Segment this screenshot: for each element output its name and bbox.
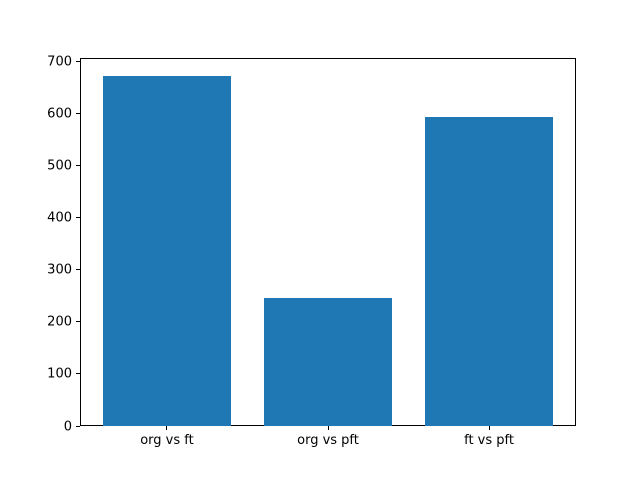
bar (102, 75, 232, 426)
x-tick-label: org vs ft (140, 433, 194, 448)
y-tick-mark (76, 321, 80, 323)
y-tick-label: 0 (63, 419, 72, 434)
y-tick-label: 400 (47, 210, 72, 226)
x-tick-mark (488, 426, 490, 430)
y-tick-mark (76, 217, 80, 218)
y-tick-mark (76, 425, 80, 427)
y-tick-label: 100 (47, 366, 72, 382)
y-tick-mark (76, 269, 80, 271)
y-tick-label: 200 (47, 314, 72, 330)
y-tick-label: 300 (47, 262, 72, 278)
y-tick-mark (76, 112, 80, 114)
y-tick-mark (76, 373, 80, 375)
bar (424, 117, 554, 426)
bar (263, 297, 393, 426)
y-tick-label: 500 (47, 158, 72, 174)
x-tick-mark (327, 426, 329, 430)
x-tick-label: org vs pft (297, 433, 359, 448)
x-tick-mark (166, 426, 168, 430)
y-tick-label: 700 (47, 54, 72, 70)
y-tick-label: 600 (47, 106, 72, 122)
y-tick-mark (76, 164, 80, 166)
x-tick-label: ft vs pft (464, 433, 514, 448)
y-tick-mark (76, 60, 80, 62)
